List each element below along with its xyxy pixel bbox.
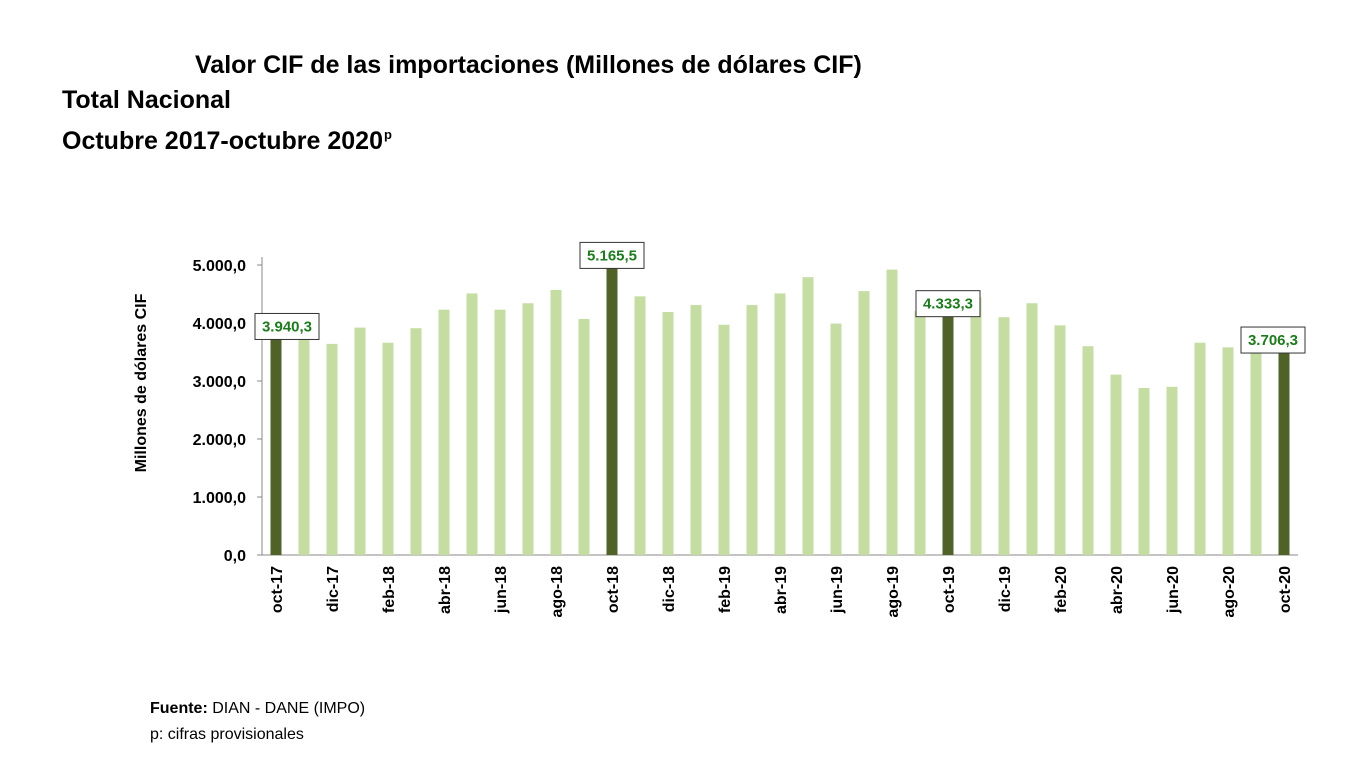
x-tick-label: oct-17: [269, 566, 286, 613]
bar-nov-17: [298, 338, 310, 555]
x-tick-label: feb-20: [1053, 566, 1070, 613]
bar-mar-19: [746, 305, 758, 555]
bar-oct-19: [942, 303, 954, 555]
data-label: 4.333,3: [923, 296, 973, 313]
bar-ene-18: [354, 327, 366, 555]
bar-abr-18: [438, 309, 450, 555]
bar-jun-19: [830, 323, 842, 555]
data-label-box: [915, 290, 981, 318]
bar-chart: 0,0 1.000,0 2.000,0 3.000,0 4.000,0 5.000,0 Mi…: [133, 241, 1306, 618]
bar-may-19: [802, 277, 814, 555]
bar-oct-20: [1278, 340, 1290, 555]
x-tick-label: oct-18: [605, 566, 622, 613]
data-label-box: [1240, 326, 1306, 354]
bar-dic-18: [662, 311, 674, 555]
bar-nov-19: [970, 297, 982, 555]
bar-mar-20: [1082, 346, 1094, 555]
x-tick-label: abr-20: [1109, 566, 1126, 614]
bar-may-18: [466, 293, 478, 555]
chart-subtitle: Total Nacional: [62, 86, 232, 114]
bar-ene-20: [1026, 303, 1038, 555]
data-label: 3.940,3: [262, 318, 312, 335]
bar-ene-19: [690, 305, 702, 555]
bar-dic-19: [998, 317, 1010, 555]
y-tick-label: 0,0: [224, 548, 246, 565]
x-tick-label: jun-18: [493, 566, 510, 614]
bar-jul-18: [522, 303, 534, 555]
bar-feb-19: [718, 324, 730, 555]
data-label: 5.165,5: [587, 247, 637, 264]
bar-ago-20: [1222, 347, 1234, 555]
x-tick-label: dic-18: [661, 566, 678, 612]
bar-mar-18: [410, 328, 422, 555]
x-tick-label: dic-17: [325, 566, 342, 612]
x-tick-label: ago-20: [1221, 566, 1238, 618]
y-tick-label: 4.000,0: [193, 316, 246, 333]
bar-ago-19: [886, 269, 898, 555]
bar-dic-17: [326, 343, 338, 555]
x-tick-label: feb-19: [717, 566, 734, 613]
x-tick-label: abr-18: [437, 566, 454, 614]
chart-title: Valor CIF de las importaciones (Millones…: [195, 51, 862, 79]
bar-abr-20: [1110, 374, 1122, 555]
bar-ago-18: [550, 289, 562, 555]
source-text: DIAN - DANE (IMPO): [212, 700, 366, 717]
bar-oct-18: [606, 255, 618, 555]
y-tick-label: 2.000,0: [193, 432, 246, 449]
provisional-marker: p: [383, 127, 392, 142]
x-tick-label: dic-19: [997, 566, 1014, 612]
bar-oct-17: [270, 326, 282, 555]
bar-nov-18: [634, 296, 646, 555]
data-label: 3.706,3: [1248, 332, 1298, 349]
x-tick-label: ago-18: [549, 566, 566, 618]
data-label-box: [579, 241, 645, 269]
chart-period-text: Octubre 2017-octubre 2020: [62, 127, 383, 155]
chart-period: Octubre 2017-octubre 2020p: [62, 120, 392, 156]
data-label-box: [254, 312, 320, 340]
x-tick-label: oct-20: [1277, 566, 1294, 613]
x-tick-label: abr-19: [773, 566, 790, 614]
bar-jul-20: [1194, 342, 1206, 555]
bar-abr-19: [774, 293, 786, 555]
bar-jul-19: [858, 291, 870, 555]
x-tick-label: feb-18: [381, 566, 398, 613]
bar-sep-19: [914, 310, 926, 555]
bar-sep-20: [1250, 353, 1262, 555]
source-label: Fuente:: [150, 700, 208, 717]
bar-feb-20: [1054, 325, 1066, 555]
x-tick-label: jun-20: [1165, 566, 1182, 614]
bar-sep-18: [578, 318, 590, 555]
y-tick-label: 5.000,0: [193, 258, 246, 275]
y-tick-label: 3.000,0: [193, 374, 246, 391]
y-axis-title: Millones de dólares CIF: [133, 293, 150, 472]
source-line: Fuente: DIAN - DANE (IMPO): [150, 698, 365, 720]
bar-jun-18: [494, 309, 506, 555]
bar-may-20: [1138, 387, 1150, 555]
bar-jun-20: [1166, 386, 1178, 555]
bar-feb-18: [382, 342, 394, 555]
x-tick-label: oct-19: [941, 566, 958, 613]
y-tick-label: 1.000,0: [193, 490, 246, 507]
provisional-note: p: cifras provisionales: [150, 726, 304, 743]
x-tick-label: ago-19: [885, 566, 902, 618]
x-tick-label: jun-19: [829, 566, 846, 614]
